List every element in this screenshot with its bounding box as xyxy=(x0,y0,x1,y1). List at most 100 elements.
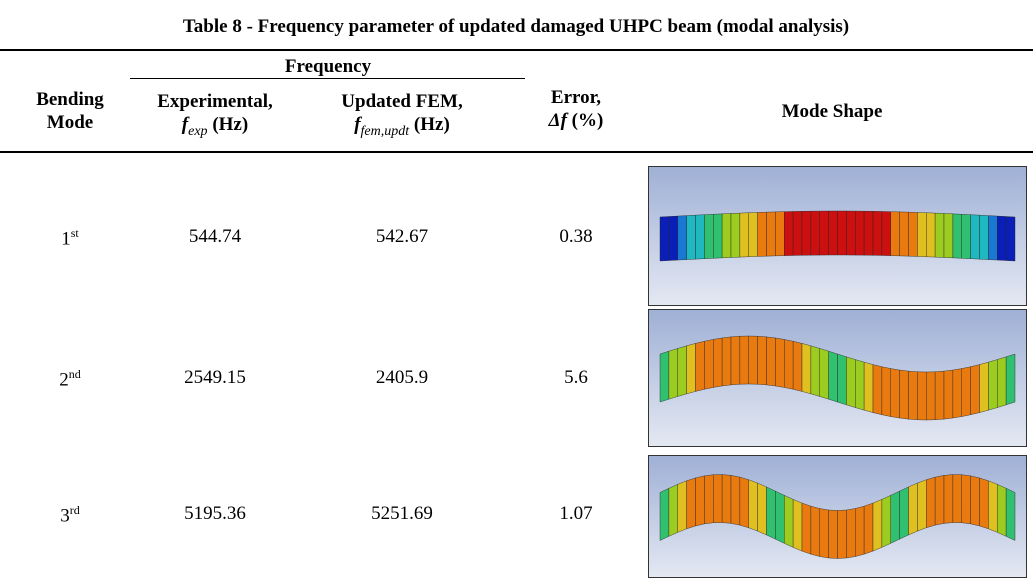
symbol: Δf xyxy=(549,110,567,131)
beam-stripe xyxy=(749,480,758,531)
beam-stripe xyxy=(997,216,1006,260)
beam-stripe xyxy=(891,369,900,418)
beam-stripe xyxy=(909,483,918,535)
beam-stripe xyxy=(935,371,944,420)
beam-stripe xyxy=(696,341,705,391)
beam-stripe xyxy=(687,478,696,529)
beam-stripe xyxy=(917,480,926,531)
beam-stripe xyxy=(926,213,935,257)
mode-number: 3 xyxy=(60,505,70,526)
mode-cell: 1st xyxy=(61,226,79,250)
beam-stripe xyxy=(775,491,784,543)
header-updated: Updated FEM, ffem,updt (Hz) xyxy=(341,90,462,143)
beam-stripe xyxy=(900,487,909,539)
unit: (%) xyxy=(572,110,604,131)
beam-stripe xyxy=(802,503,811,554)
beam-stripe xyxy=(980,362,989,412)
suffix: nd xyxy=(69,367,81,381)
beam-stripe xyxy=(820,509,829,558)
beam-stripe xyxy=(838,510,847,558)
mode-cell: 3rd xyxy=(60,503,80,527)
beam-stripe xyxy=(731,336,740,385)
beam-stripe xyxy=(838,354,847,405)
top-rule xyxy=(0,49,1033,51)
beam-stripe xyxy=(935,475,944,525)
beam-stripe xyxy=(696,215,705,259)
beam-stripe xyxy=(855,506,864,556)
header-text: Δf (%) xyxy=(549,109,604,132)
beam-stripe xyxy=(909,212,918,256)
beam-stripe xyxy=(687,343,696,393)
beam-stripe xyxy=(873,211,882,255)
table-caption: Table 8 - Frequency parameter of updated… xyxy=(183,16,849,38)
beam-stripe xyxy=(980,478,989,529)
beam-stripe xyxy=(891,491,900,543)
header-text: Updated FEM, xyxy=(341,90,462,113)
subscript: exp xyxy=(188,124,207,139)
beam-stripe xyxy=(953,369,962,418)
beam-stripe xyxy=(900,212,909,256)
beam-stripe xyxy=(980,215,989,259)
beam-stripe xyxy=(917,212,926,256)
beam-stripe xyxy=(997,484,1006,536)
header-error: Error, Δf (%) xyxy=(549,86,604,132)
beam-stripe xyxy=(820,348,829,399)
beam-stripe xyxy=(669,348,678,399)
beam-stripe xyxy=(935,213,944,257)
beam-stripe xyxy=(855,360,864,411)
beam-stripe xyxy=(820,211,829,255)
suffix: rd xyxy=(70,503,80,517)
beam-stripe xyxy=(713,338,722,387)
beam-stripe xyxy=(793,499,802,551)
beam-stripe xyxy=(1006,217,1015,261)
beam-stripe xyxy=(749,336,758,384)
beam-stripe xyxy=(953,475,962,523)
beam-stripe xyxy=(758,212,767,256)
unit: (Hz) xyxy=(414,114,450,135)
header-experimental: Experimental, fexp (Hz) xyxy=(157,90,273,143)
beam-stripe xyxy=(740,477,749,528)
beam-stripe xyxy=(988,360,997,411)
beam-stripe xyxy=(740,213,749,257)
mode-shape-image xyxy=(648,309,1027,447)
beam-stripe xyxy=(971,365,980,415)
beam-stripe xyxy=(829,351,838,402)
header-bottom-rule xyxy=(0,151,1033,153)
error-cell: 5.6 xyxy=(564,367,588,389)
beam-stripe xyxy=(971,215,980,259)
beam-stripe xyxy=(944,213,953,257)
mode-number: 1 xyxy=(61,228,71,249)
mode-shape-image xyxy=(648,455,1027,578)
suffix: st xyxy=(71,226,79,240)
beam-stripe xyxy=(944,370,953,419)
beam-stripe xyxy=(864,362,873,412)
beam-stripe xyxy=(900,370,909,419)
updated-cell: 542.67 xyxy=(376,226,428,248)
subscript: fem,updt xyxy=(361,124,410,139)
beam-stripe xyxy=(731,213,740,257)
header-text: Error, xyxy=(549,86,604,109)
header-text: Mode xyxy=(36,111,104,134)
beam-stripe xyxy=(802,211,811,255)
beam-stripe xyxy=(926,372,935,420)
beam-stripe xyxy=(775,338,784,387)
beam-stripe xyxy=(767,337,776,386)
header-shape: Mode Shape xyxy=(782,100,883,123)
header-text: Bending xyxy=(36,88,104,111)
header-text: fexp (Hz) xyxy=(157,113,273,143)
beam-stripe xyxy=(749,212,758,256)
beam-stripe xyxy=(713,475,722,523)
beam-stripe xyxy=(971,476,980,526)
beam-stripe xyxy=(758,336,767,385)
beam-stripe xyxy=(926,477,935,528)
beam-stripe xyxy=(962,367,971,417)
beam-stripe xyxy=(891,212,900,256)
updated-cell: 5251.69 xyxy=(371,503,433,525)
updated-cell: 2405.9 xyxy=(376,367,428,389)
beam-stripe xyxy=(722,213,731,257)
beam-stripe xyxy=(962,475,971,524)
beam-stripe xyxy=(678,216,687,260)
beam-stripe xyxy=(846,509,855,558)
beam-stripe xyxy=(678,346,687,397)
header-frequency: Frequency xyxy=(285,55,371,78)
